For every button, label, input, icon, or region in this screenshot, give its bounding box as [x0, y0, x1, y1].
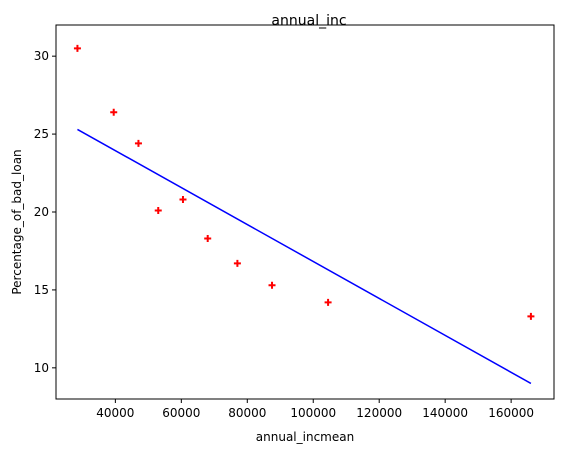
x-tick-label: 60000	[162, 406, 200, 420]
y-axis-label: Percentage_of_bad_loan	[10, 149, 24, 294]
y-tick-label: 15	[34, 283, 49, 297]
axes-frame	[55, 24, 555, 400]
x-tick-label: 40000	[96, 406, 134, 420]
regression-line	[77, 128, 532, 385]
y-tick-label: 20	[34, 205, 49, 219]
x-tick-label: 100000	[290, 406, 336, 420]
y-axis: 10 15 20 25 30	[34, 49, 56, 375]
scatter-point	[73, 44, 81, 52]
scatter-point	[154, 206, 162, 214]
scatter-point	[179, 196, 187, 204]
x-tick-label: 80000	[228, 406, 266, 420]
chart-title: annual_inc	[271, 13, 346, 29]
scatter-point	[268, 281, 276, 289]
x-tick-label: 120000	[356, 406, 402, 420]
x-tick-label: 140000	[422, 406, 468, 420]
scatter-point	[324, 298, 332, 306]
scatter-point	[527, 312, 535, 320]
x-tick-label: 160000	[488, 406, 534, 420]
y-tick-label: 25	[34, 127, 49, 141]
scatter-point	[110, 108, 118, 116]
scatter-point	[233, 259, 241, 267]
y-tick-label: 30	[34, 49, 49, 63]
y-tick-label: 10	[34, 361, 49, 375]
x-axis-label: annual_incmean	[256, 430, 354, 444]
plot-area	[73, 44, 535, 385]
scatter-point	[204, 234, 212, 242]
x-axis: 40000 60000 80000 100000 120000 140000 160000	[96, 399, 534, 420]
scatter-point	[134, 139, 142, 147]
